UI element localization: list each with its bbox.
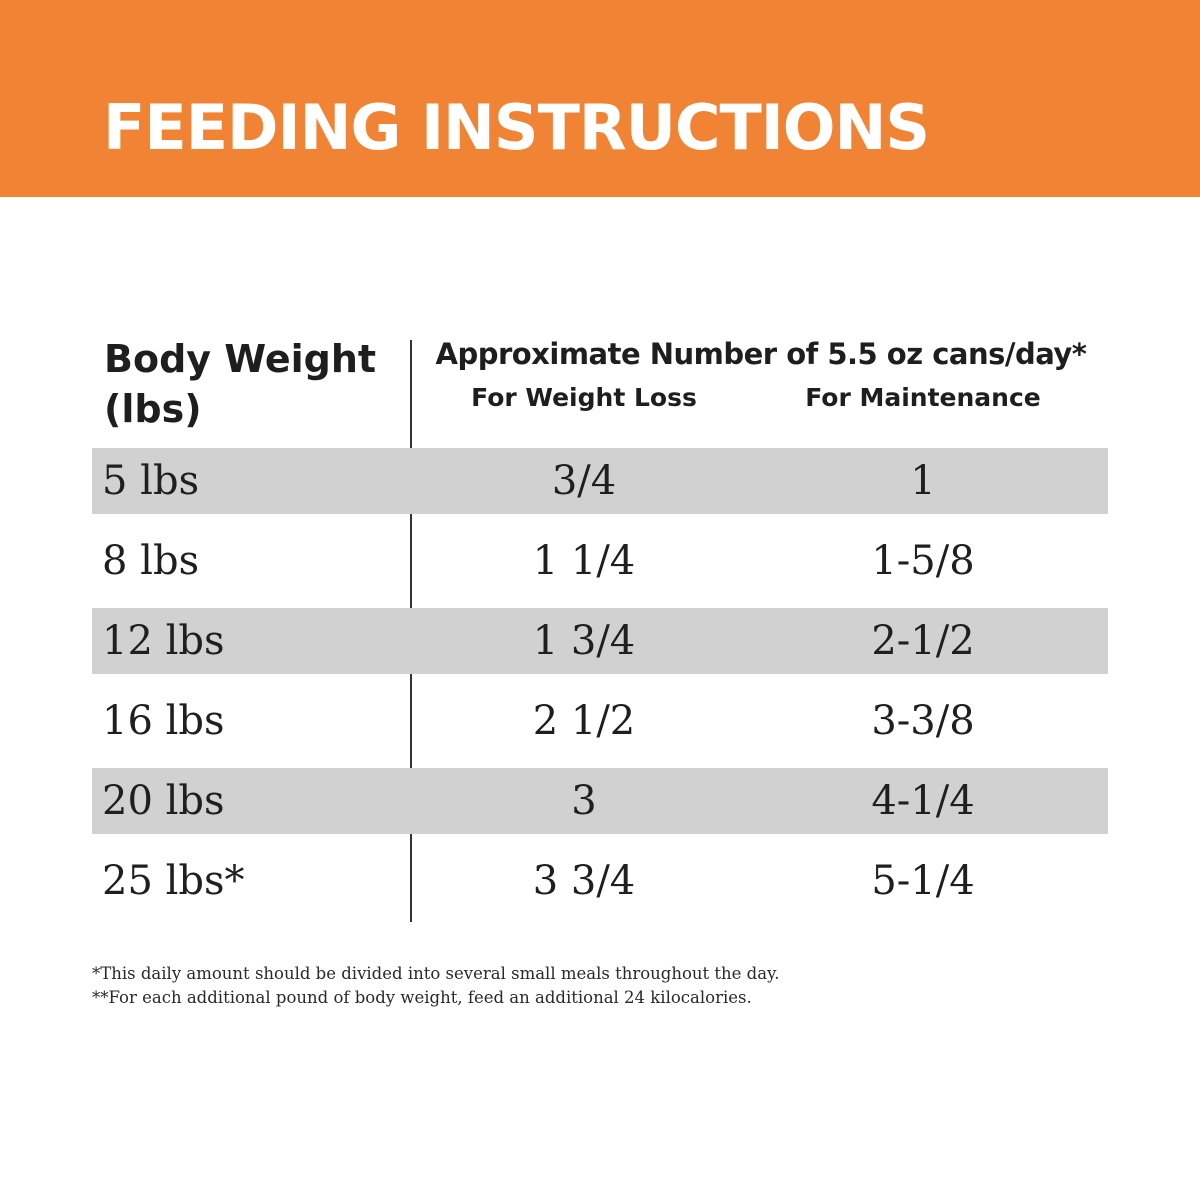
- weight-loss-cell: 1 3/4: [532, 618, 636, 664]
- maintenance-cell: 2-1/2: [871, 618, 975, 664]
- body-weight-header-line2: (lbs): [104, 387, 202, 431]
- maintenance-cell: 5-1/4: [871, 858, 975, 904]
- body-weight-header-line1: Body Weight: [104, 337, 377, 381]
- weight-loss-cell: 1 1/4: [532, 538, 636, 584]
- weight-loss-column-header: For Weight Loss: [471, 383, 697, 412]
- table-row: 5 lbs 3/4 1: [92, 448, 1108, 514]
- body-weight-cell: 8 lbs: [102, 538, 200, 584]
- table-row: 8 lbs 1 1/4 1-5/8: [92, 528, 1108, 594]
- weight-loss-cell: 3/4: [551, 458, 617, 504]
- table-body: 5 lbs 3/4 1 8 lbs 1 1/4 1-5/8 12 lbs 1 3…: [92, 448, 1108, 928]
- body-weight-cell: 12 lbs: [102, 618, 225, 664]
- table-row: 25 lbs* 3 3/4 5-1/4: [92, 848, 1108, 914]
- footnote-daily-amount: *This daily amount should be divided int…: [92, 964, 780, 983]
- body-weight-cell: 20 lbs: [102, 778, 225, 824]
- maintenance-cell: 4-1/4: [871, 778, 975, 824]
- cans-per-day-header: Approximate Number of 5.5 oz cans/day*: [435, 337, 1087, 371]
- maintenance-cell: 1: [910, 458, 936, 504]
- maintenance-cell: 1-5/8: [871, 538, 975, 584]
- maintenance-cell: 3-3/8: [871, 698, 975, 744]
- body-weight-cell: 16 lbs: [102, 698, 225, 744]
- weight-loss-cell: 2 1/2: [532, 698, 636, 744]
- feeding-table: Body Weight (lbs) Approximate Number of …: [92, 330, 1108, 922]
- body-weight-cell: 5 lbs: [102, 458, 200, 504]
- weight-loss-cell: 3: [571, 778, 597, 824]
- maintenance-column-header: For Maintenance: [805, 383, 1041, 412]
- body-weight-cell: 25 lbs*: [102, 858, 245, 904]
- page-title: FEEDING INSTRUCTIONS: [103, 91, 930, 164]
- body-weight-header: Body Weight (lbs): [104, 334, 376, 434]
- footnotes: *This daily amount should be divided int…: [92, 962, 779, 1010]
- table-row: 12 lbs 1 3/4 2-1/2: [92, 608, 1108, 674]
- table-row: 20 lbs 3 4-1/4: [92, 768, 1108, 834]
- table-row: 16 lbs 2 1/2 3-3/8: [92, 688, 1108, 754]
- title-banner: FEEDING INSTRUCTIONS: [0, 0, 1200, 197]
- footnote-additional-kilocalories: **For each additional pound of body weig…: [92, 988, 752, 1007]
- weight-loss-cell: 3 3/4: [532, 858, 636, 904]
